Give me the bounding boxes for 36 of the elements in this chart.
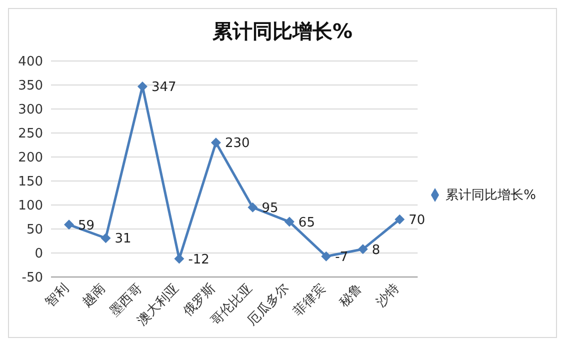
- y-tick-label: 100: [18, 198, 43, 214]
- chart-title: 累计同比增长%: [211, 18, 354, 45]
- y-tick-label: 400: [18, 54, 43, 70]
- point: [358, 244, 368, 254]
- y-tick-label: 200: [18, 150, 43, 166]
- data-label: 230: [224, 136, 250, 152]
- data-label: 95: [262, 201, 278, 216]
- data-label: -7: [335, 250, 348, 265]
- x-tick-label: 秘鲁: [336, 281, 366, 310]
- x-tick-label: 菲律宾: [290, 280, 329, 320]
- data-label: 59: [78, 218, 95, 234]
- y-tick-label: 0: [34, 246, 43, 262]
- data-label: 8: [372, 242, 380, 258]
- y-tick-label: 50: [26, 222, 43, 238]
- data-label: 65: [298, 215, 315, 230]
- data-label: 347: [151, 80, 176, 96]
- point: [210, 138, 221, 148]
- data-label: 31: [114, 232, 132, 247]
- y-tick-label: 150: [18, 174, 43, 190]
- data-label: 70: [408, 213, 426, 228]
- point: [100, 233, 111, 244]
- point: [64, 220, 74, 230]
- point: [174, 254, 184, 264]
- y-tick-label: -50: [22, 270, 43, 286]
- data-label: -12: [188, 252, 210, 268]
- point: [321, 251, 332, 262]
- point: [284, 216, 294, 227]
- x-tick-label: 沙特: [373, 281, 402, 310]
- y-tick-label: 350: [18, 78, 43, 94]
- point: [248, 202, 258, 212]
- legend-label: 累计同比增长%: [446, 188, 536, 203]
- point: [394, 214, 405, 224]
- y-tick-label: 300: [18, 102, 43, 118]
- x-tick-label: 智利: [42, 281, 72, 310]
- y-tick-label: 250: [18, 126, 43, 142]
- x-tick-label: 越南: [80, 281, 109, 310]
